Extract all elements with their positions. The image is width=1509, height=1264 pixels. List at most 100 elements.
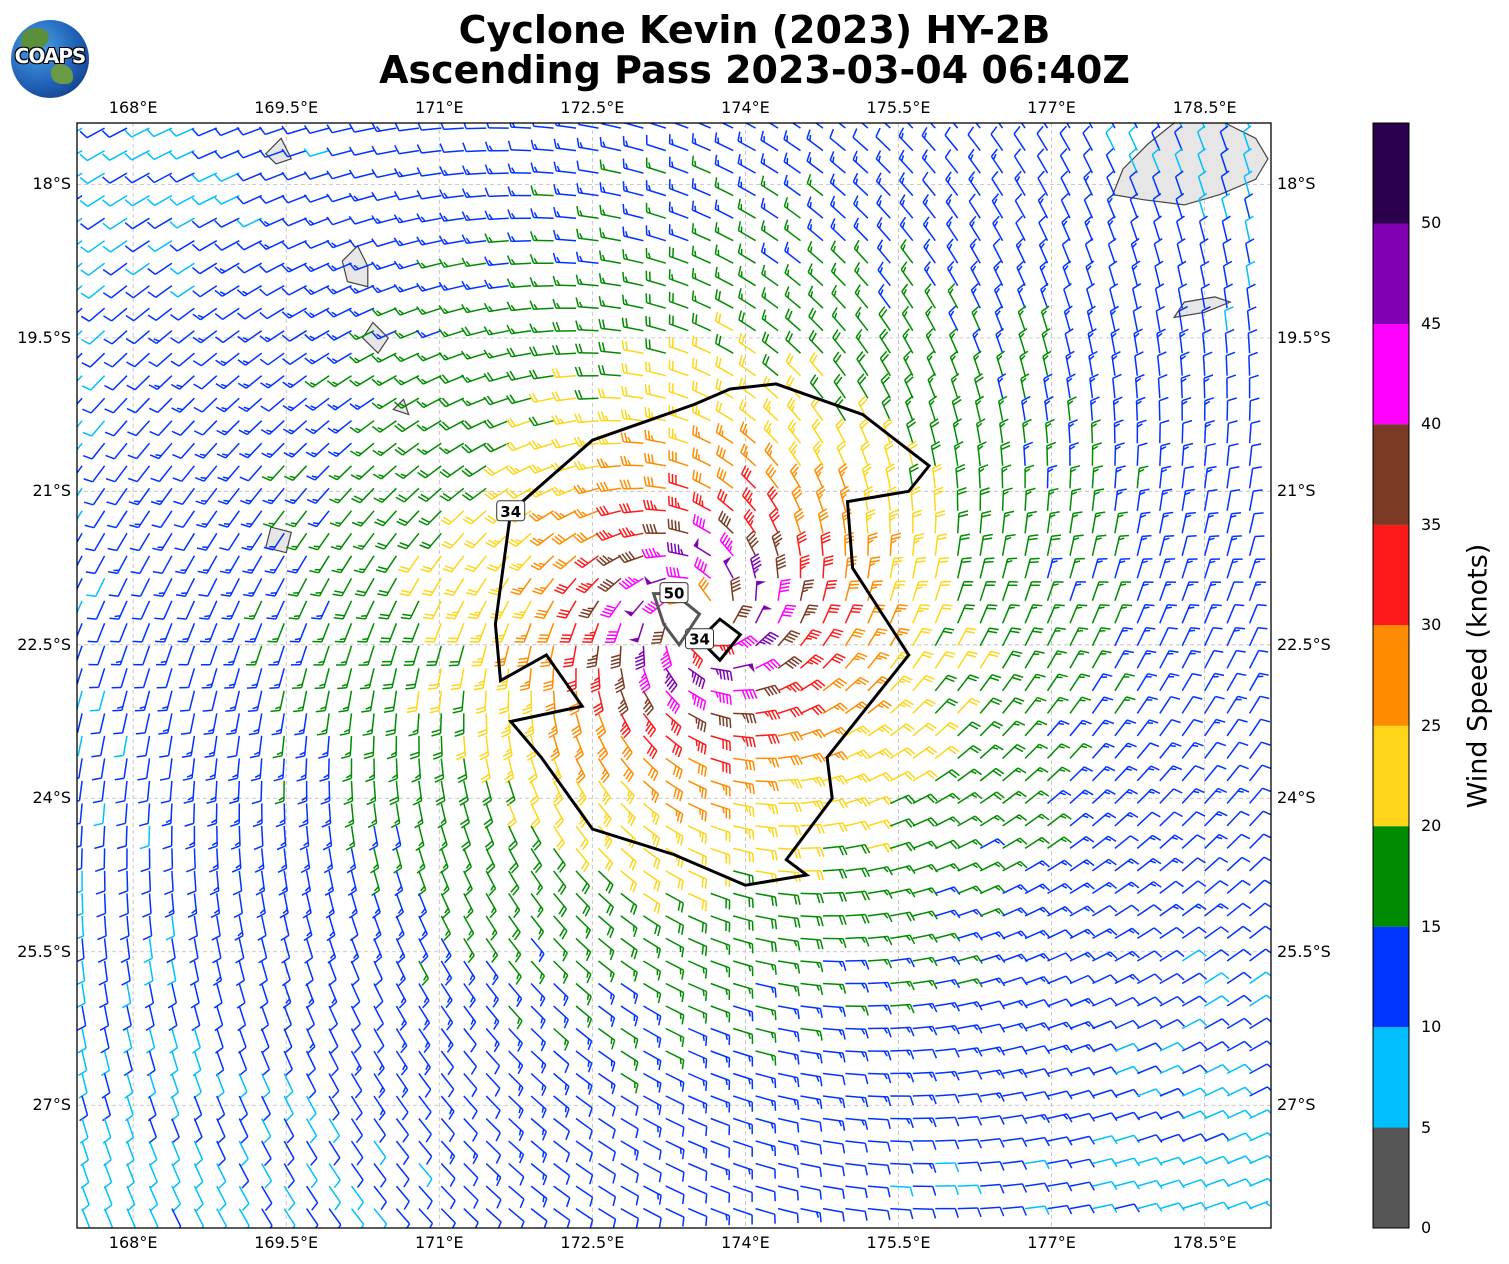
wind-barb (135, 713, 151, 735)
wind-barb (860, 123, 869, 129)
wind-barb (777, 1095, 800, 1110)
wind-barb (822, 555, 834, 579)
wind-barb (618, 576, 644, 590)
wind-barb (1114, 604, 1133, 624)
wind-barb (710, 757, 731, 774)
wind-barb (1159, 1133, 1185, 1143)
lat-tick-label-right: 25.5°S (1277, 941, 1331, 961)
wind-barb (434, 758, 445, 783)
lat-tick-label-right: 22.5°S (1277, 634, 1331, 654)
wind-barb (148, 1208, 159, 1228)
wind-barb (710, 802, 731, 820)
wind-barb (1136, 604, 1155, 624)
wind-barb (408, 713, 420, 737)
wind-barb (266, 600, 285, 620)
wind-barb (755, 1207, 776, 1224)
wind-barb (168, 1005, 178, 1032)
wind-barb (1069, 1043, 1096, 1053)
wind-barb (150, 487, 173, 506)
wind-barb (889, 604, 908, 624)
wind-barb (438, 281, 464, 292)
wind-barb (620, 1072, 639, 1094)
wind-barb (180, 690, 196, 712)
wind-barb (622, 158, 644, 174)
wind-barb (81, 330, 106, 345)
wind-barb (124, 1073, 134, 1099)
wind-barb (335, 645, 353, 666)
wind-barb (283, 420, 308, 435)
wind-barb (1136, 950, 1163, 962)
wind-barb (148, 1118, 158, 1144)
wind-barb (394, 144, 420, 155)
wind-barb (261, 1163, 273, 1189)
wind-barb (1245, 238, 1255, 264)
wind-barb (1066, 123, 1071, 129)
wind-barb (471, 645, 487, 667)
wind-barb (104, 397, 128, 414)
wind-barb (800, 960, 824, 973)
wind-barb (282, 375, 308, 389)
wind-barb (1153, 215, 1162, 241)
wind-barb (214, 217, 240, 228)
wind-barb (373, 487, 397, 503)
wind-barb (77, 442, 83, 451)
wind-barb (1204, 1178, 1230, 1188)
wind-barb (619, 713, 631, 739)
wind-barb (621, 363, 644, 377)
wind-barb (175, 555, 196, 575)
wind-barb (691, 155, 711, 174)
wind-barb (800, 728, 826, 739)
wind-barb (1249, 787, 1271, 804)
wind-barb (77, 397, 83, 406)
wind-barb (246, 668, 263, 689)
wind-barb (1024, 813, 1050, 827)
wind-barb (201, 668, 218, 689)
wind-barb (348, 893, 358, 919)
wind-barb (257, 915, 267, 941)
wind-barb (77, 600, 83, 615)
wind-barb (102, 172, 128, 184)
wind-barb (935, 1116, 960, 1127)
wind-barb (1069, 1112, 1096, 1122)
wind-barb (146, 1028, 156, 1054)
wind-barb (1136, 442, 1148, 466)
wind-barb (438, 397, 465, 408)
wind-barb (145, 1005, 155, 1032)
wind-barb (934, 792, 961, 805)
wind-barb (822, 1207, 845, 1222)
wind-barb (198, 577, 218, 597)
wind-barb (552, 780, 563, 807)
wind-barb (1198, 192, 1208, 219)
wind-barb (103, 1140, 112, 1167)
wind-barb (972, 327, 981, 354)
wind-barb (692, 469, 712, 489)
wind-barb (1024, 743, 1049, 759)
wind-barb (957, 1184, 982, 1195)
wind-barb (890, 1072, 915, 1083)
wind-barb (573, 460, 599, 471)
wind-barb (351, 510, 375, 527)
wind-barb (1092, 1112, 1118, 1122)
wind-barb (209, 870, 220, 896)
wind-barb (146, 1050, 156, 1077)
wind-barb (438, 328, 465, 338)
wind-barb (283, 1005, 293, 1032)
wind-barb (386, 735, 398, 760)
wind-barb (439, 189, 464, 199)
wind-barb (552, 803, 565, 829)
wind-barb (710, 915, 731, 933)
wind-barb (1114, 558, 1131, 579)
wind-barb (350, 1050, 362, 1077)
wind-barb (688, 1140, 708, 1159)
wind-barb (418, 915, 428, 942)
wind-barb (392, 825, 402, 851)
wind-barb (1159, 581, 1177, 602)
wind-barb (418, 1028, 431, 1054)
wind-barb (530, 185, 554, 197)
wind-barb (447, 623, 465, 643)
wind-barb (1136, 742, 1160, 759)
wind-barb (1159, 649, 1179, 669)
wind-barb (100, 1028, 110, 1054)
wind-barb (755, 960, 777, 975)
